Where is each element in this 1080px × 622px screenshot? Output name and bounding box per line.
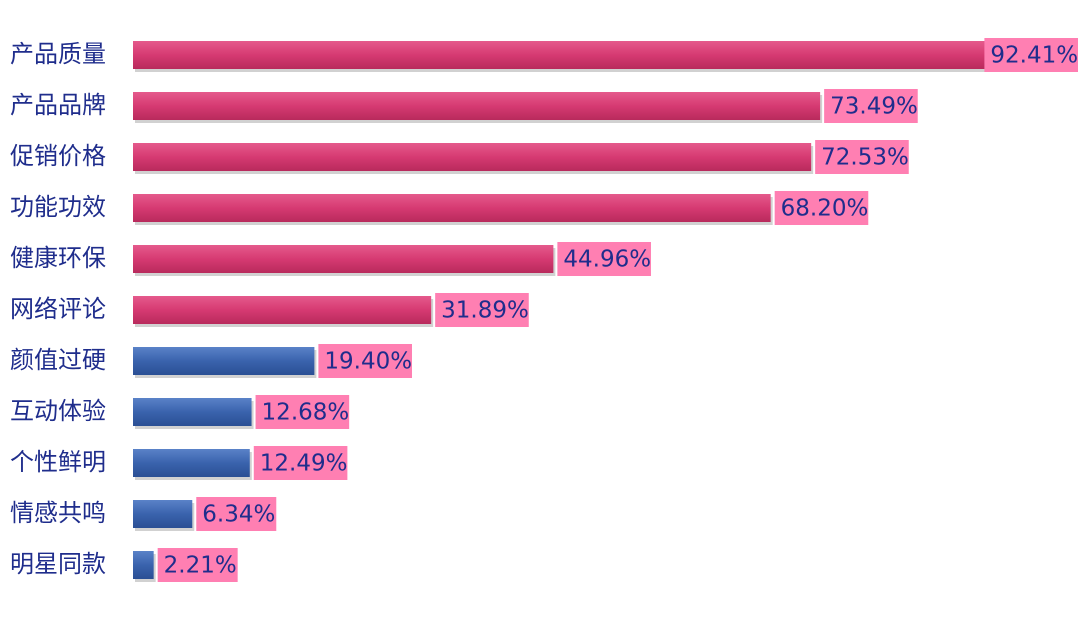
value-labels-group: 92.41% 73.49% 72.53% 68.20% 44.96% 31.89% 19.4… — [157, 38, 1078, 582]
value-label-box — [824, 89, 918, 123]
value-label: 68.20% — [781, 196, 869, 222]
bar-5 — [133, 245, 554, 273]
value-label-box — [196, 497, 277, 531]
value-label: 6.34% — [202, 502, 275, 528]
value-label: 44.96% — [563, 247, 651, 273]
value-label: 12.49% — [260, 451, 348, 477]
value-label: 92.41% — [990, 43, 1078, 69]
value-label: 72.53% — [821, 145, 909, 171]
value-label-box — [253, 446, 348, 480]
value-label: 19.40% — [324, 349, 412, 375]
value-label-box — [318, 344, 412, 378]
value-label: 12.68% — [262, 400, 350, 426]
bar-9 — [133, 449, 250, 477]
bar-7 — [133, 347, 315, 375]
category-label: 情感共鸣 — [10, 499, 106, 527]
bar-10 — [133, 500, 193, 528]
bar-6 — [133, 296, 432, 324]
category-label: 颜值过硬 — [10, 346, 106, 374]
value-label-box — [815, 140, 909, 174]
category-label: 网络评论 — [10, 295, 106, 323]
bars-group — [133, 41, 1000, 582]
bar-1 — [133, 41, 998, 69]
category-label: 个性鲜明 — [10, 448, 106, 476]
category-label: 产品品牌 — [10, 91, 106, 119]
value-label-box — [984, 38, 1078, 72]
bar-3 — [133, 143, 812, 171]
value-label-box — [157, 548, 238, 582]
value-label-box — [255, 395, 350, 429]
value-label-box — [557, 242, 651, 276]
category-label: 产品质量 — [10, 40, 106, 68]
category-label: 促销价格 — [10, 142, 106, 170]
category-label: 健康环保 — [10, 244, 106, 272]
category-label: 互动体验 — [10, 397, 106, 425]
bar-2 — [133, 92, 821, 120]
bar-11 — [133, 551, 154, 579]
value-label: 2.21% — [164, 553, 237, 579]
category-labels-group: 产品质量产品品牌促销价格功能功效健康环保网络评论颜值过硬互动体验个性鲜明情感共鸣… — [10, 40, 106, 578]
bar-4 — [133, 194, 771, 222]
value-label-box — [774, 191, 869, 225]
value-label-box — [435, 293, 529, 327]
bar-8 — [133, 398, 252, 426]
value-label: 73.49% — [830, 94, 918, 120]
category-label: 明星同款 — [10, 550, 106, 578]
category-label: 功能功效 — [10, 193, 106, 221]
value-label: 31.89% — [441, 298, 529, 324]
